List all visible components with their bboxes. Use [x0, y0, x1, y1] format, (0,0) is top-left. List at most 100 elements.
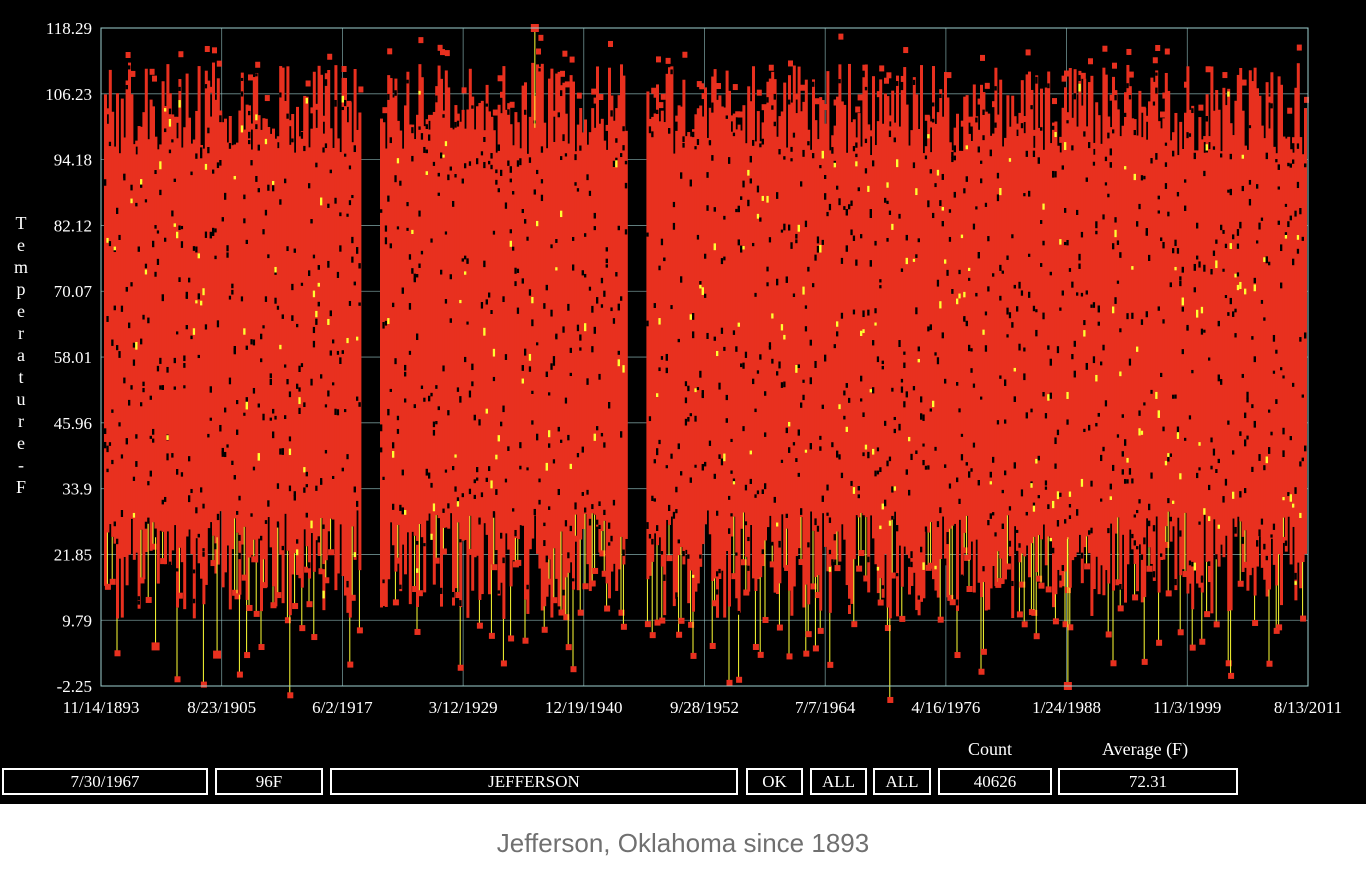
cold-extreme-point — [292, 603, 299, 610]
temperature-bar — [932, 66, 935, 580]
gap-speck — [461, 493, 464, 498]
temperature-bar — [488, 111, 491, 595]
gap-speck — [797, 472, 800, 477]
gap-speck — [291, 138, 294, 143]
gap-speck — [142, 381, 145, 387]
cold-extreme-point — [558, 609, 565, 616]
gap-speck — [977, 146, 980, 153]
cold-extreme-point — [311, 634, 318, 641]
gap-speck — [1232, 450, 1235, 455]
gap-speck — [783, 381, 786, 388]
gap-speck — [459, 396, 462, 403]
gap-speck — [807, 542, 810, 548]
gap-speck — [922, 414, 925, 421]
gap-speck — [1212, 448, 1216, 456]
highlight-speck — [917, 358, 920, 363]
highlight-speck — [1282, 497, 1285, 501]
gap-speck — [713, 336, 716, 341]
y-axis-label-letter: a — [17, 345, 25, 365]
cold-extreme-point — [414, 628, 421, 635]
gap-speck — [260, 333, 263, 340]
highlight-speck — [416, 568, 419, 573]
gap-speck — [977, 251, 980, 259]
gap-speck — [411, 155, 414, 162]
gap-speck — [984, 345, 988, 352]
gap-speck — [898, 423, 901, 431]
gap-speck — [591, 504, 594, 510]
cold-extreme-point — [241, 574, 248, 581]
gap-speck — [1052, 547, 1055, 554]
gap-speck — [1143, 537, 1146, 545]
temperature-bar — [394, 78, 398, 572]
gap-speck — [699, 281, 702, 285]
date-field[interactable]: 7/30/1967 — [2, 768, 208, 795]
highlight-speck — [1263, 257, 1266, 262]
gap-speck — [1275, 399, 1278, 404]
gap-speck — [653, 303, 656, 308]
gap-speck — [550, 309, 553, 317]
cold-extreme-point — [328, 549, 335, 556]
gap-speck — [231, 283, 234, 289]
gap-speck — [159, 385, 162, 390]
temperature-bar — [828, 150, 832, 613]
gap-speck — [569, 372, 572, 377]
gap-speck — [1191, 108, 1194, 114]
highlight-speck — [1179, 473, 1182, 480]
temperature-bar — [756, 111, 760, 580]
gap-speck — [576, 452, 580, 458]
cold-extreme-point — [467, 548, 474, 555]
temperature-bar — [233, 144, 237, 519]
temperature-bar — [658, 121, 662, 538]
gap-speck — [183, 363, 186, 368]
gap-speck — [874, 308, 877, 314]
highlight-speck — [1296, 235, 1300, 240]
temperature-bar — [845, 152, 849, 586]
gap-speck — [255, 124, 258, 130]
hot-extreme-point — [358, 86, 364, 93]
gap-speck — [1131, 312, 1134, 319]
x-tick-label: 8/13/2011 — [1274, 698, 1342, 717]
station-field[interactable]: JEFFERSON — [330, 768, 738, 795]
highlight-speck — [418, 90, 421, 95]
temperature-bar — [677, 105, 681, 556]
gap-speck — [1200, 575, 1204, 580]
highlight-speck — [836, 321, 839, 327]
gap-speck — [1049, 271, 1052, 276]
gap-speck — [684, 381, 688, 387]
temperature-bar — [838, 64, 842, 562]
gap-speck — [238, 495, 241, 501]
cold-extreme-point — [1019, 581, 1026, 588]
cold-extreme-point — [500, 660, 507, 667]
temperature-bar — [701, 116, 705, 545]
temperature-bar — [836, 96, 839, 532]
hot-extreme-point — [248, 74, 253, 81]
highlight-speck — [615, 160, 618, 168]
gap-speck — [816, 236, 820, 244]
gap-speck — [989, 149, 992, 157]
gap-speck — [305, 512, 308, 518]
gap-speck — [1227, 420, 1230, 425]
temperature-bar — [963, 96, 967, 533]
temperature-bar — [1059, 152, 1063, 588]
temperature-bar — [483, 130, 487, 524]
highlight-speck — [240, 125, 244, 133]
temperature-bar — [528, 116, 532, 550]
gap-speck — [682, 142, 685, 148]
temperature-bar — [543, 122, 547, 607]
temperature-bar — [785, 147, 789, 529]
gap-speck — [936, 279, 940, 287]
gap-speck — [1234, 308, 1237, 313]
gap-speck — [132, 342, 136, 348]
temperature-field[interactable]: 96F — [215, 768, 323, 795]
cold-extreme-point — [858, 550, 865, 557]
state-field[interactable]: OK — [746, 768, 803, 795]
hot-extreme-point — [204, 45, 210, 52]
cold-extreme-point — [114, 650, 121, 657]
temperature-bar — [960, 150, 964, 576]
filter-one-field[interactable]: ALL — [810, 768, 867, 795]
gap-speck — [300, 132, 304, 139]
filter-two-field[interactable]: ALL — [873, 768, 931, 795]
temperature-bar — [670, 66, 674, 517]
gap-speck — [413, 277, 416, 283]
